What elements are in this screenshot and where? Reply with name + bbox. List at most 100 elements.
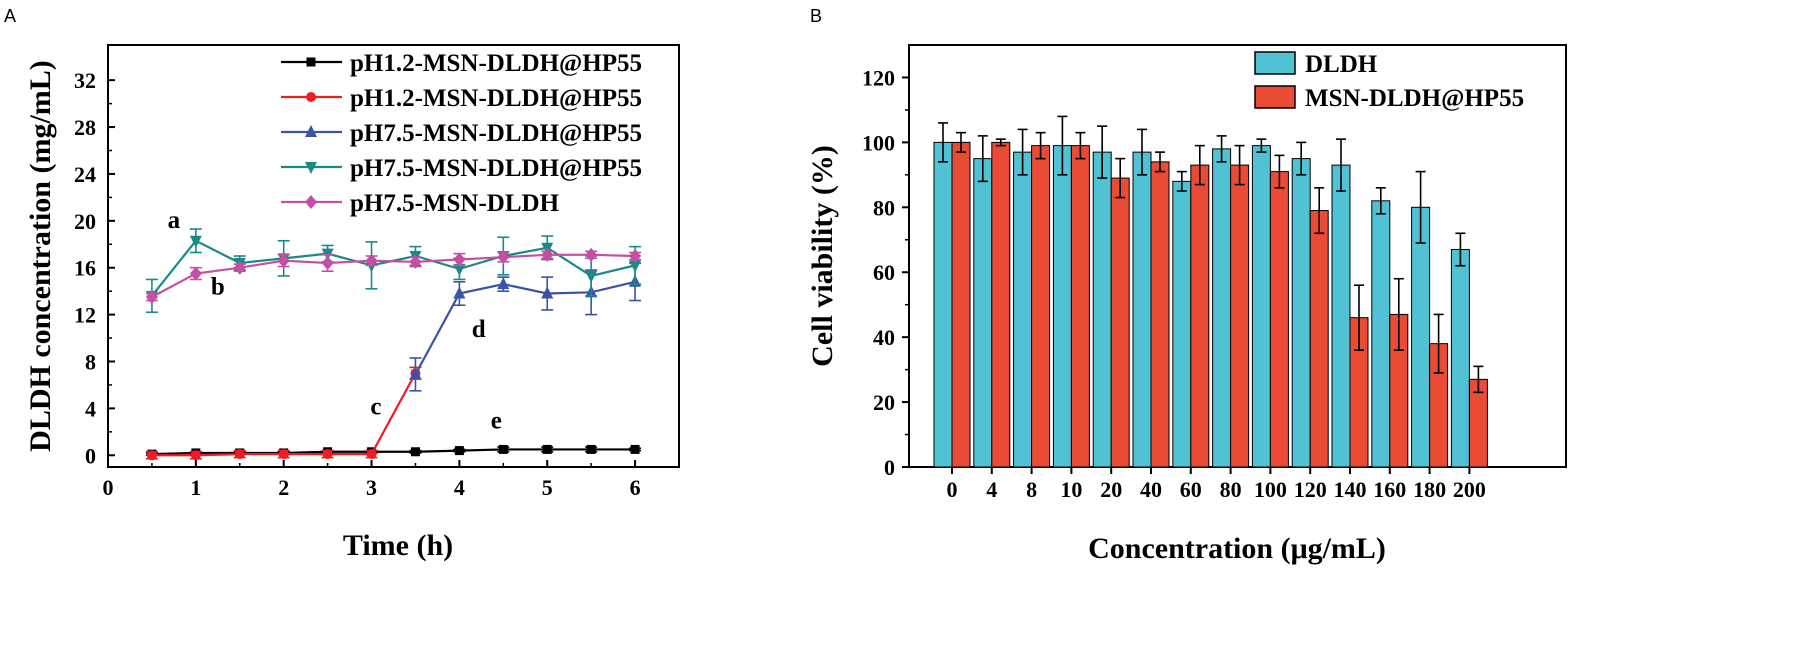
annotations-a: a b c d e <box>168 207 502 434</box>
series-a-5 <box>145 247 642 305</box>
bar-msn-dldh-hp55 <box>1190 164 1210 468</box>
legend-marker-a <box>305 162 317 174</box>
x-tick-label-a: 1 <box>190 475 201 500</box>
legend-label-b: MSN-DLDH@HP55 <box>1305 85 1524 112</box>
bar-dldh <box>1371 200 1391 468</box>
y-tick-label-a: 12 <box>74 303 96 328</box>
data-point-a <box>233 260 246 275</box>
y-tick-label-a: 24 <box>74 162 96 187</box>
y-tick-label-b: 100 <box>862 130 895 155</box>
x-axis-title-a: Time (h) <box>343 529 453 562</box>
data-point-a <box>542 444 552 454</box>
bar-dldh <box>1331 164 1351 468</box>
y-axis-title-a: DLDH concentration (mg/mL) <box>24 60 57 452</box>
x-tick-label-b: 160 <box>1373 477 1406 502</box>
y-ticks-b: 0 20 40 60 80 100 120 <box>862 65 909 480</box>
x-tick-label-b: 8 <box>1026 477 1037 502</box>
y-tick-label-b: 0 <box>884 455 895 480</box>
legend-label-b: DLDH <box>1305 51 1378 78</box>
x-ticks-a: 0 1 2 3 4 5 6 <box>103 460 641 500</box>
bar-dldh <box>1052 145 1072 468</box>
annotation-label-a: d <box>472 316 486 343</box>
y-tick-label-a: 0 <box>85 443 96 468</box>
bar-msn-dldh-hp55 <box>951 141 971 468</box>
x-tick-label-a: 6 <box>630 475 641 500</box>
legend-marker-a <box>306 92 316 102</box>
legend-swatch-b <box>1254 85 1296 109</box>
data-point-a <box>630 444 640 454</box>
data-point-a <box>454 446 464 456</box>
data-point-a <box>409 254 422 269</box>
bar-chart-panel: B 0 20 40 60 80 100 120 0 4 8 10 20 40 60 80 100 120 140… <box>806 6 1567 565</box>
bar-dldh <box>1172 180 1192 468</box>
x-tick-label-b: 120 <box>1294 477 1327 502</box>
data-point-a <box>409 367 422 380</box>
x-tick-label-b: 140 <box>1334 477 1367 502</box>
y-axis-title-b: Cell viability (%) <box>806 145 839 367</box>
data-point-a <box>366 449 377 460</box>
data-point-a <box>146 450 157 461</box>
series-a-1 <box>145 444 642 459</box>
data-point-a <box>278 449 289 460</box>
bar-msn-dldh-hp55 <box>1031 145 1051 468</box>
legend-swatch-b <box>1254 51 1296 75</box>
bar-dldh <box>1450 249 1470 468</box>
data-point-a <box>322 449 333 460</box>
bar-dldh <box>1291 158 1311 468</box>
x-tick-label-a: 0 <box>103 475 114 500</box>
bar-dldh <box>1092 151 1112 468</box>
data-point-a <box>189 266 202 281</box>
y-tick-label-a: 4 <box>85 396 96 421</box>
panel-label-b: B <box>810 6 822 26</box>
data-point-a <box>585 247 598 262</box>
bars-group-b <box>933 115 1488 468</box>
x-tick-label-a: 2 <box>278 475 289 500</box>
legend-label-a: pH7.5-MSN-DLDH@HP55 <box>350 120 642 147</box>
annotation-label-a: a <box>168 207 181 234</box>
bar-dldh <box>1251 145 1271 468</box>
legend-a: pH1.2-MSN-DLDH@HP55 pH1.2-MSN-DLDH@HP55 pH… <box>281 50 642 217</box>
y-tick-label-b: 20 <box>873 390 895 415</box>
x-tick-label-b: 60 <box>1180 477 1202 502</box>
x-tick-label-b: 100 <box>1254 477 1287 502</box>
x-tick-label-b: 20 <box>1100 477 1122 502</box>
x-axis-title-b: Concentration (μg/mL) <box>1088 532 1386 565</box>
x-tick-label-b: 0 <box>947 477 958 502</box>
panel-label-a: A <box>4 6 16 26</box>
series-a-3 <box>409 262 642 392</box>
series-line-a <box>151 448 636 456</box>
bar-msn-dldh-hp55 <box>1309 210 1329 468</box>
y-tick-label-b: 80 <box>873 195 895 220</box>
x-tick-label-a: 4 <box>454 475 465 500</box>
y-tick-label-a: 16 <box>74 256 96 281</box>
legend-marker-a <box>306 57 316 67</box>
series-line-a <box>151 253 636 298</box>
annotation-label-a: b <box>211 274 225 301</box>
bar-msn-dldh-hp55 <box>1230 164 1250 468</box>
x-tick-label-b: 10 <box>1060 477 1082 502</box>
x-tick-label-b: 4 <box>986 477 997 502</box>
data-point-a <box>190 450 201 461</box>
bar-msn-dldh-hp55 <box>1070 145 1090 468</box>
data-point-a <box>145 290 158 305</box>
x-ticks-b: 0 4 8 10 20 40 60 80 100 120 140 160 180 200 <box>947 467 1486 502</box>
y-tick-label-a: 32 <box>74 68 96 93</box>
bar-dldh <box>1212 148 1232 468</box>
x-tick-label-a: 3 <box>366 475 377 500</box>
data-point-a <box>585 270 598 283</box>
legend-marker-a <box>305 195 317 209</box>
y-tick-label-a: 20 <box>74 209 96 234</box>
bar-dldh <box>1132 151 1152 468</box>
data-point-a <box>497 250 510 265</box>
x-tick-label-b: 80 <box>1220 477 1242 502</box>
data-point-a <box>321 256 334 271</box>
y-tick-label-b: 120 <box>862 65 895 90</box>
y-tick-label-a: 8 <box>85 350 96 375</box>
data-point-a <box>365 253 378 268</box>
data-point-a <box>541 286 554 299</box>
series-group-a <box>145 228 642 461</box>
legend-label-a: pH7.5-MSN-DLDH <box>350 190 560 217</box>
data-point-a <box>453 286 466 299</box>
